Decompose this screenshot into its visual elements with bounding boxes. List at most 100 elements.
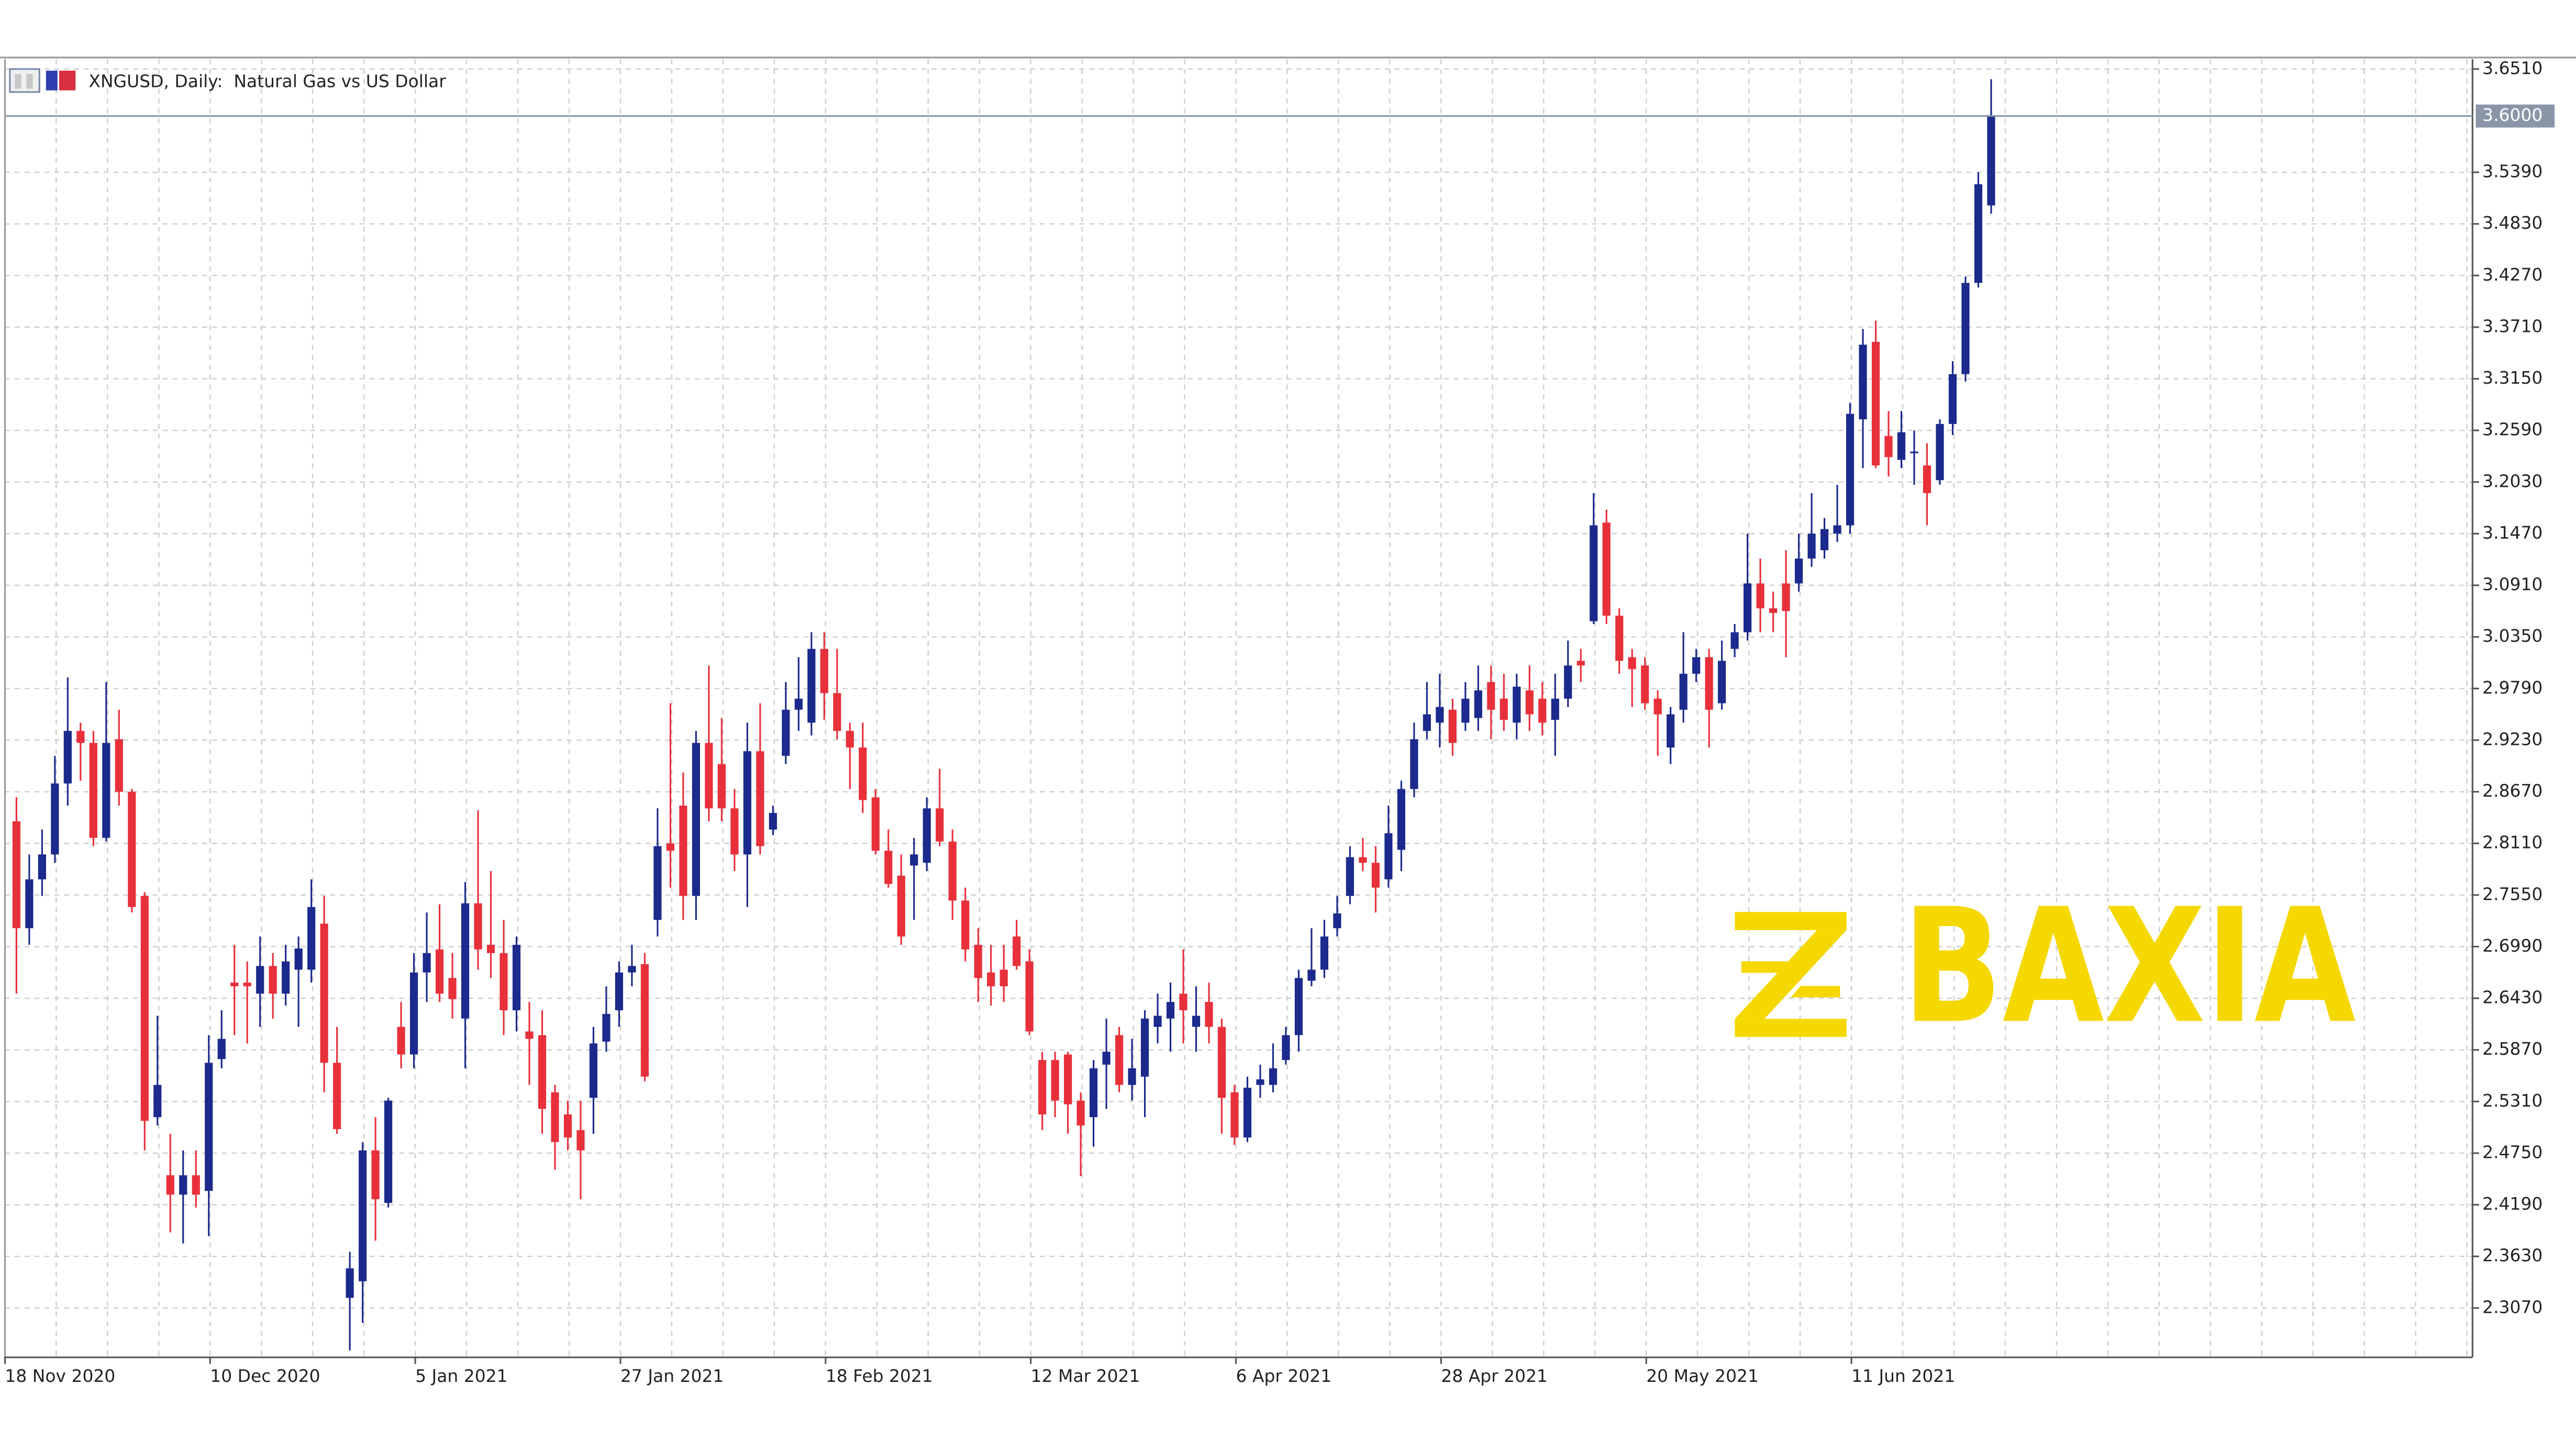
candle-body [1897, 432, 1906, 460]
candle-body [1461, 698, 1470, 723]
candle-body [486, 944, 495, 953]
icon-bar [59, 70, 76, 91]
candle-body [1076, 1100, 1085, 1126]
grid [5, 59, 2473, 1358]
candle-body [192, 1175, 200, 1195]
candle-body [692, 743, 700, 896]
candle-body [346, 1268, 354, 1298]
candle-body [820, 649, 828, 694]
candle-body [1551, 698, 1559, 720]
candle-body [51, 783, 59, 855]
candle-body [320, 923, 328, 1063]
candle-body [1217, 1026, 1226, 1098]
candle-body [1846, 414, 1855, 526]
y-tick-label: 2.4750 [2482, 1142, 2542, 1162]
candle-body [1564, 665, 1572, 699]
y-tick-label: 2.5310 [2482, 1090, 2542, 1111]
candle-body [89, 743, 97, 838]
candle-body [294, 948, 303, 970]
candle-body [409, 972, 418, 1055]
y-tick-label: 2.9230 [2482, 729, 2542, 749]
candle-body [1667, 714, 1675, 748]
candle-body [1795, 559, 1803, 584]
candle-body [1602, 522, 1611, 616]
candle-body [25, 879, 34, 929]
candle-body [1230, 1092, 1239, 1138]
candle-body [923, 808, 931, 863]
candle-body [499, 953, 508, 1010]
current-price-label: 3.6000 [2482, 105, 2542, 125]
candle-body [1013, 936, 1021, 966]
y-tick-label: 2.9790 [2482, 677, 2542, 698]
candle-body [153, 1085, 162, 1118]
candle-body [961, 900, 970, 950]
y-tick-label: 2.7550 [2482, 884, 2542, 904]
candle-body [435, 949, 444, 994]
candle-body [1987, 115, 1995, 206]
candle-body [1090, 1068, 1098, 1118]
candle-body [102, 743, 110, 838]
candle-body [833, 693, 841, 731]
x-tick-label: 11 Jun 2021 [1851, 1366, 1955, 1386]
candle-body [217, 1039, 226, 1059]
candle-body [769, 813, 777, 830]
candle-body [936, 808, 944, 842]
candle-body [115, 739, 123, 792]
candle-body [423, 953, 431, 973]
candle-body [371, 1150, 380, 1200]
candle-body [1359, 857, 1367, 863]
candle-body [1064, 1054, 1072, 1104]
y-tick-label: 3.0910 [2482, 574, 2542, 595]
candle-body [1448, 709, 1457, 743]
candle-body [897, 875, 905, 937]
candle-body [1769, 608, 1778, 613]
candle-body [1782, 583, 1790, 611]
candle-body [563, 1114, 572, 1138]
icon-frame [9, 68, 40, 93]
candle-body [1615, 616, 1624, 661]
candle-body [333, 1063, 341, 1130]
candle-body [1820, 529, 1829, 551]
candle-body [1833, 525, 1841, 534]
y-tick-label: 2.5870 [2482, 1039, 2542, 1059]
candle-body [307, 907, 316, 970]
candle-body [1179, 994, 1187, 1010]
candle-body [1807, 533, 1816, 559]
candle-body [1192, 1015, 1201, 1027]
candle-body [653, 846, 662, 920]
candle-body [1641, 665, 1649, 704]
icon-bar [46, 70, 58, 91]
candle-body [1000, 969, 1008, 987]
candle-body [179, 1175, 187, 1195]
candle-body [859, 747, 867, 800]
candle-body [230, 983, 239, 987]
candle-body [1590, 525, 1598, 621]
candle-body [205, 1063, 213, 1191]
candle-body [1961, 283, 1970, 374]
candle-body [243, 983, 251, 987]
y-tick-label: 2.6990 [2482, 935, 2542, 956]
candle-body [256, 966, 264, 994]
candle-body [1436, 707, 1444, 723]
candle-body [1038, 1060, 1047, 1114]
candle-body [1756, 583, 1764, 609]
y-tick-label: 2.6430 [2482, 987, 2542, 1008]
candle-body [1410, 739, 1418, 789]
candle-body [1474, 690, 1482, 718]
y-tick-label: 3.4270 [2482, 264, 2542, 285]
watermark-logo [1735, 912, 1847, 1037]
candle-body [974, 944, 982, 978]
candle-body [166, 1175, 174, 1195]
x-tick-label: 10 Dec 2020 [210, 1366, 320, 1386]
x-tick-label: 6 Apr 2021 [1236, 1366, 1332, 1386]
candle-body [448, 978, 457, 999]
candle-body [589, 1043, 598, 1098]
candle-body [1730, 632, 1739, 649]
watermark-text: BAXIA [1903, 875, 2357, 1058]
x-tick-label: 18 Nov 2020 [5, 1366, 115, 1386]
candle-body [615, 972, 624, 1010]
candle-body [705, 743, 713, 809]
candles [12, 79, 1995, 1350]
